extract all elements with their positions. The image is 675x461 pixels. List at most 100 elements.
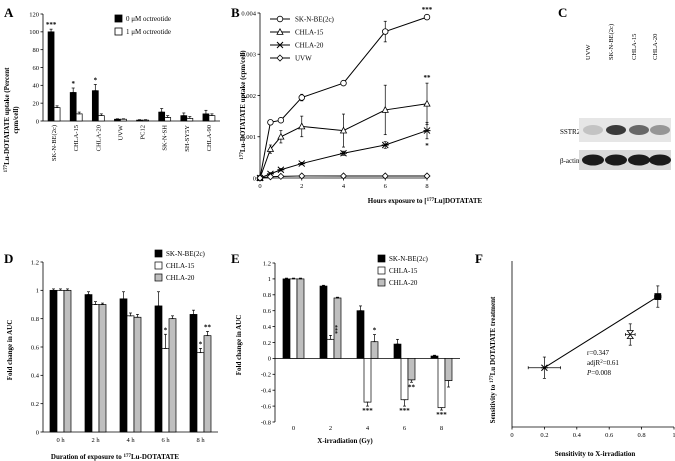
significance-mark: * — [94, 76, 98, 84]
x-tick-label: CHLA-20 — [95, 125, 102, 151]
x-tick-label: 0.8 — [638, 432, 646, 439]
bar — [119, 298, 128, 433]
bar — [407, 358, 416, 381]
legend-marker — [276, 41, 284, 49]
legend-label: UVW — [295, 55, 312, 63]
panel-f-ylabel: Sensitivity to 177Lu DOTATATE treatment — [489, 296, 497, 423]
y-tick-label: 1 — [268, 276, 271, 283]
y-tick-label: 0.6 — [31, 344, 40, 351]
data-point — [540, 364, 548, 372]
bar — [437, 358, 446, 409]
legend-label: CHLA-15 — [389, 267, 418, 275]
significance-mark: ** — [408, 383, 416, 391]
bar — [203, 335, 212, 433]
legend-marker — [276, 15, 284, 23]
panel-b-chart: 177Lu-DOTATATE uptake (cpm/cell) Hours e… — [239, 6, 483, 205]
y-tick-label: 100 — [29, 29, 39, 36]
legend-a-label-0: 0 μM octreotide — [126, 15, 171, 23]
bar — [97, 115, 105, 122]
x-tick-label: 8 — [440, 425, 443, 432]
x-tick-label: 0 — [292, 425, 295, 432]
legend-swatch — [154, 261, 163, 270]
data-point — [381, 105, 389, 113]
bar — [126, 315, 135, 433]
data-point — [340, 79, 347, 87]
error-bar — [329, 334, 332, 340]
data-point — [423, 127, 431, 134]
blot-lane-label: SK-N-BE(2c) — [608, 24, 615, 60]
x-tick-label: 8 h — [196, 437, 205, 444]
bar — [164, 117, 172, 122]
significance-mark: *** — [46, 21, 57, 29]
data-point — [298, 172, 306, 180]
error-bar — [129, 312, 132, 317]
x-tick-label: SH-SY5Y — [184, 125, 191, 152]
error-bar — [164, 333, 167, 349]
bar — [47, 31, 55, 122]
panel-e-xlabel: X-irradiation (Gy) — [317, 437, 373, 445]
error-bar — [299, 277, 302, 280]
y-tick-label: 0.8 — [31, 316, 39, 323]
blot-actin-band — [649, 154, 671, 166]
legend-swatch — [377, 254, 386, 263]
error-bar — [285, 277, 288, 280]
error-bar — [204, 109, 208, 115]
significance-mark: * — [425, 142, 429, 150]
y-tick-label: 1.2 — [31, 259, 39, 266]
y-tick-label: 1 — [36, 288, 39, 295]
x-tick-label: 0.4 — [573, 432, 582, 439]
significance-mark: *** — [436, 411, 447, 419]
blot-lane-label: UVW — [585, 44, 592, 60]
blot-sstr2-band — [583, 125, 603, 135]
data-point — [381, 172, 389, 180]
y-tick-label: 80 — [33, 47, 40, 54]
blot-actin-band — [582, 154, 604, 166]
error-bar — [59, 288, 62, 291]
y-tick-label: 60 — [33, 65, 40, 72]
x-tick-label: 6 — [384, 183, 388, 190]
legend-a-label-1: 1 μM octreotide — [126, 28, 171, 36]
significance-mark: * — [164, 326, 168, 334]
legend-swatch — [377, 266, 386, 275]
bar — [168, 318, 177, 433]
x-tick-label: 4 — [366, 425, 370, 432]
x-tick-label: PC12 — [140, 125, 147, 139]
data-point — [266, 145, 275, 152]
legend-a-swatch-1 — [114, 27, 123, 36]
bar — [91, 90, 99, 122]
y-tick-label: 0.6 — [263, 308, 272, 315]
panel-e-ylabel: Fold change in AUC — [235, 315, 243, 375]
error-bar — [433, 354, 436, 357]
x-tick-label: 0 — [258, 183, 261, 190]
panel-a-ylabel-line2: cpm/cell) — [12, 106, 20, 134]
error-bar — [396, 338, 399, 345]
error-bar — [292, 277, 295, 280]
panel-b-xlabel: Hours exposure to [177Lu]DOTATATE — [368, 197, 483, 205]
blot-actin-band — [605, 154, 627, 166]
error-bar — [210, 113, 214, 117]
legend-marker — [276, 54, 284, 62]
error-bar — [359, 305, 362, 312]
error-bar — [101, 302, 104, 305]
x-tick-label: 0 — [510, 432, 513, 439]
y-tick-label: 0.001 — [241, 134, 256, 141]
legend-label: CHLA-15 — [295, 29, 324, 37]
bar — [189, 314, 198, 433]
error-bar — [160, 108, 164, 113]
data-point — [340, 149, 347, 157]
y-tick-label: -0.6 — [261, 403, 272, 410]
x-tick-label: 6 h — [161, 437, 170, 444]
x-tick-label: 1 — [672, 432, 675, 439]
bar — [356, 310, 365, 359]
panel-a-chart: 177Lu-DOTATATE uptake (Percent cpm/cell)… — [3, 11, 220, 172]
significance-mark: ** — [204, 323, 212, 331]
error-bar — [166, 115, 170, 118]
significance-mark: *** — [332, 325, 338, 334]
data-point — [298, 94, 305, 101]
x-tick-label: SK-N-BE(2c) — [51, 125, 58, 161]
data-point — [626, 330, 635, 339]
panel-d-chart: Fold change in AUC Duration of exposure … — [6, 249, 218, 461]
x-tick-label: 8 — [425, 183, 428, 190]
bar — [319, 285, 328, 359]
bar — [98, 304, 107, 433]
